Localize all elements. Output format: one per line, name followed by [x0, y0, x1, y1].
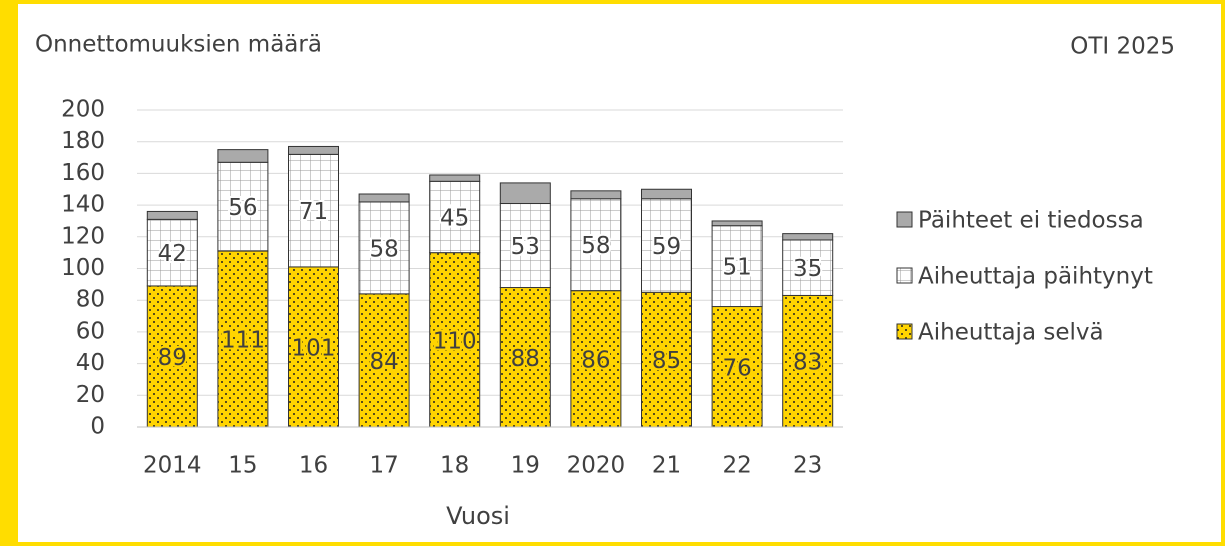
bar-segment	[641, 188, 692, 200]
legend-swatch	[896, 323, 913, 340]
data-label: 84	[369, 349, 398, 375]
bar-segment	[288, 145, 339, 155]
data-label: 76	[722, 355, 751, 381]
legend-swatch	[896, 211, 913, 228]
y-tick-label: 120	[61, 223, 105, 249]
bar-segment	[570, 198, 622, 292]
bar-segment	[146, 210, 198, 220]
bar-segment	[499, 203, 551, 289]
bar-segment	[358, 293, 410, 428]
data-label: 59	[652, 234, 681, 260]
y-tick-label: 200	[61, 97, 105, 123]
bar-segment	[782, 294, 834, 428]
data-label: 89	[158, 345, 187, 371]
bar-segment	[429, 174, 481, 182]
bar-segment	[288, 266, 339, 428]
data-label: 35	[793, 256, 822, 282]
data-label: 111	[221, 328, 265, 354]
data-label: 58	[581, 233, 610, 259]
x-tick-label: 19	[511, 453, 540, 479]
bar-segment	[499, 287, 551, 428]
y-tick-label: 20	[76, 382, 105, 408]
data-label: 85	[652, 348, 681, 374]
bar-segment	[429, 180, 481, 254]
x-tick-label: 2014	[143, 453, 202, 479]
legend-label: Aiheuttaja päihtynyt	[918, 264, 1153, 290]
bar-segment	[570, 190, 622, 200]
y-tick-label: 80	[76, 287, 105, 313]
y-tick-label: 40	[76, 350, 105, 376]
x-tick-label: 2020	[567, 453, 626, 479]
y-tick-label: 140	[61, 192, 105, 218]
bar-segment	[146, 285, 198, 428]
bar-segment	[217, 250, 269, 428]
bar-segment	[499, 182, 551, 205]
x-tick-label: 21	[652, 453, 681, 479]
bar-segment	[288, 153, 339, 268]
data-label: 42	[158, 241, 187, 267]
data-label: 83	[793, 350, 822, 376]
x-tick-label: 23	[793, 453, 822, 479]
y-tick-label: 60	[76, 318, 105, 344]
bar-segment	[711, 225, 763, 308]
bar-segment	[711, 220, 763, 227]
x-tick-label: 15	[228, 453, 257, 479]
bar-segment	[217, 161, 269, 252]
y-tick-label: 180	[61, 128, 105, 154]
bar-segment	[358, 201, 410, 295]
data-label: 56	[228, 195, 257, 221]
bar-segment	[217, 149, 269, 163]
bar-segment	[782, 233, 834, 241]
bar-segment	[146, 218, 198, 287]
bar-segment	[429, 252, 481, 428]
data-label: 51	[722, 255, 751, 281]
y-tick-label: 160	[61, 160, 105, 186]
x-tick-label: 16	[299, 453, 328, 479]
bar-segment	[641, 198, 692, 293]
legend-swatch	[896, 267, 913, 284]
bar-segment	[641, 291, 692, 428]
x-axis-title: Vuosi	[446, 502, 510, 530]
bar-segment	[358, 193, 410, 203]
data-label: 58	[369, 236, 398, 262]
x-tick-label: 22	[722, 453, 751, 479]
y-tick-label: 100	[61, 255, 105, 281]
data-label: 53	[511, 234, 540, 260]
chart-title: Onnettomuuksien määrä	[35, 32, 322, 58]
bar-segment	[782, 239, 834, 296]
data-label: 101	[292, 335, 336, 361]
legend-label: Päihteet ei tiedossa	[918, 208, 1144, 234]
x-tick-label: 17	[369, 453, 398, 479]
data-label: 88	[511, 346, 540, 372]
source: OTI 2025	[1070, 34, 1175, 60]
data-label: 71	[299, 199, 328, 225]
data-label: 110	[433, 328, 477, 354]
y-tick-label: 0	[90, 414, 105, 440]
data-label: 86	[581, 347, 610, 373]
legend-label: Aiheuttaja selvä	[918, 320, 1104, 346]
data-label: 45	[440, 205, 469, 231]
x-tick-label: 18	[440, 453, 469, 479]
